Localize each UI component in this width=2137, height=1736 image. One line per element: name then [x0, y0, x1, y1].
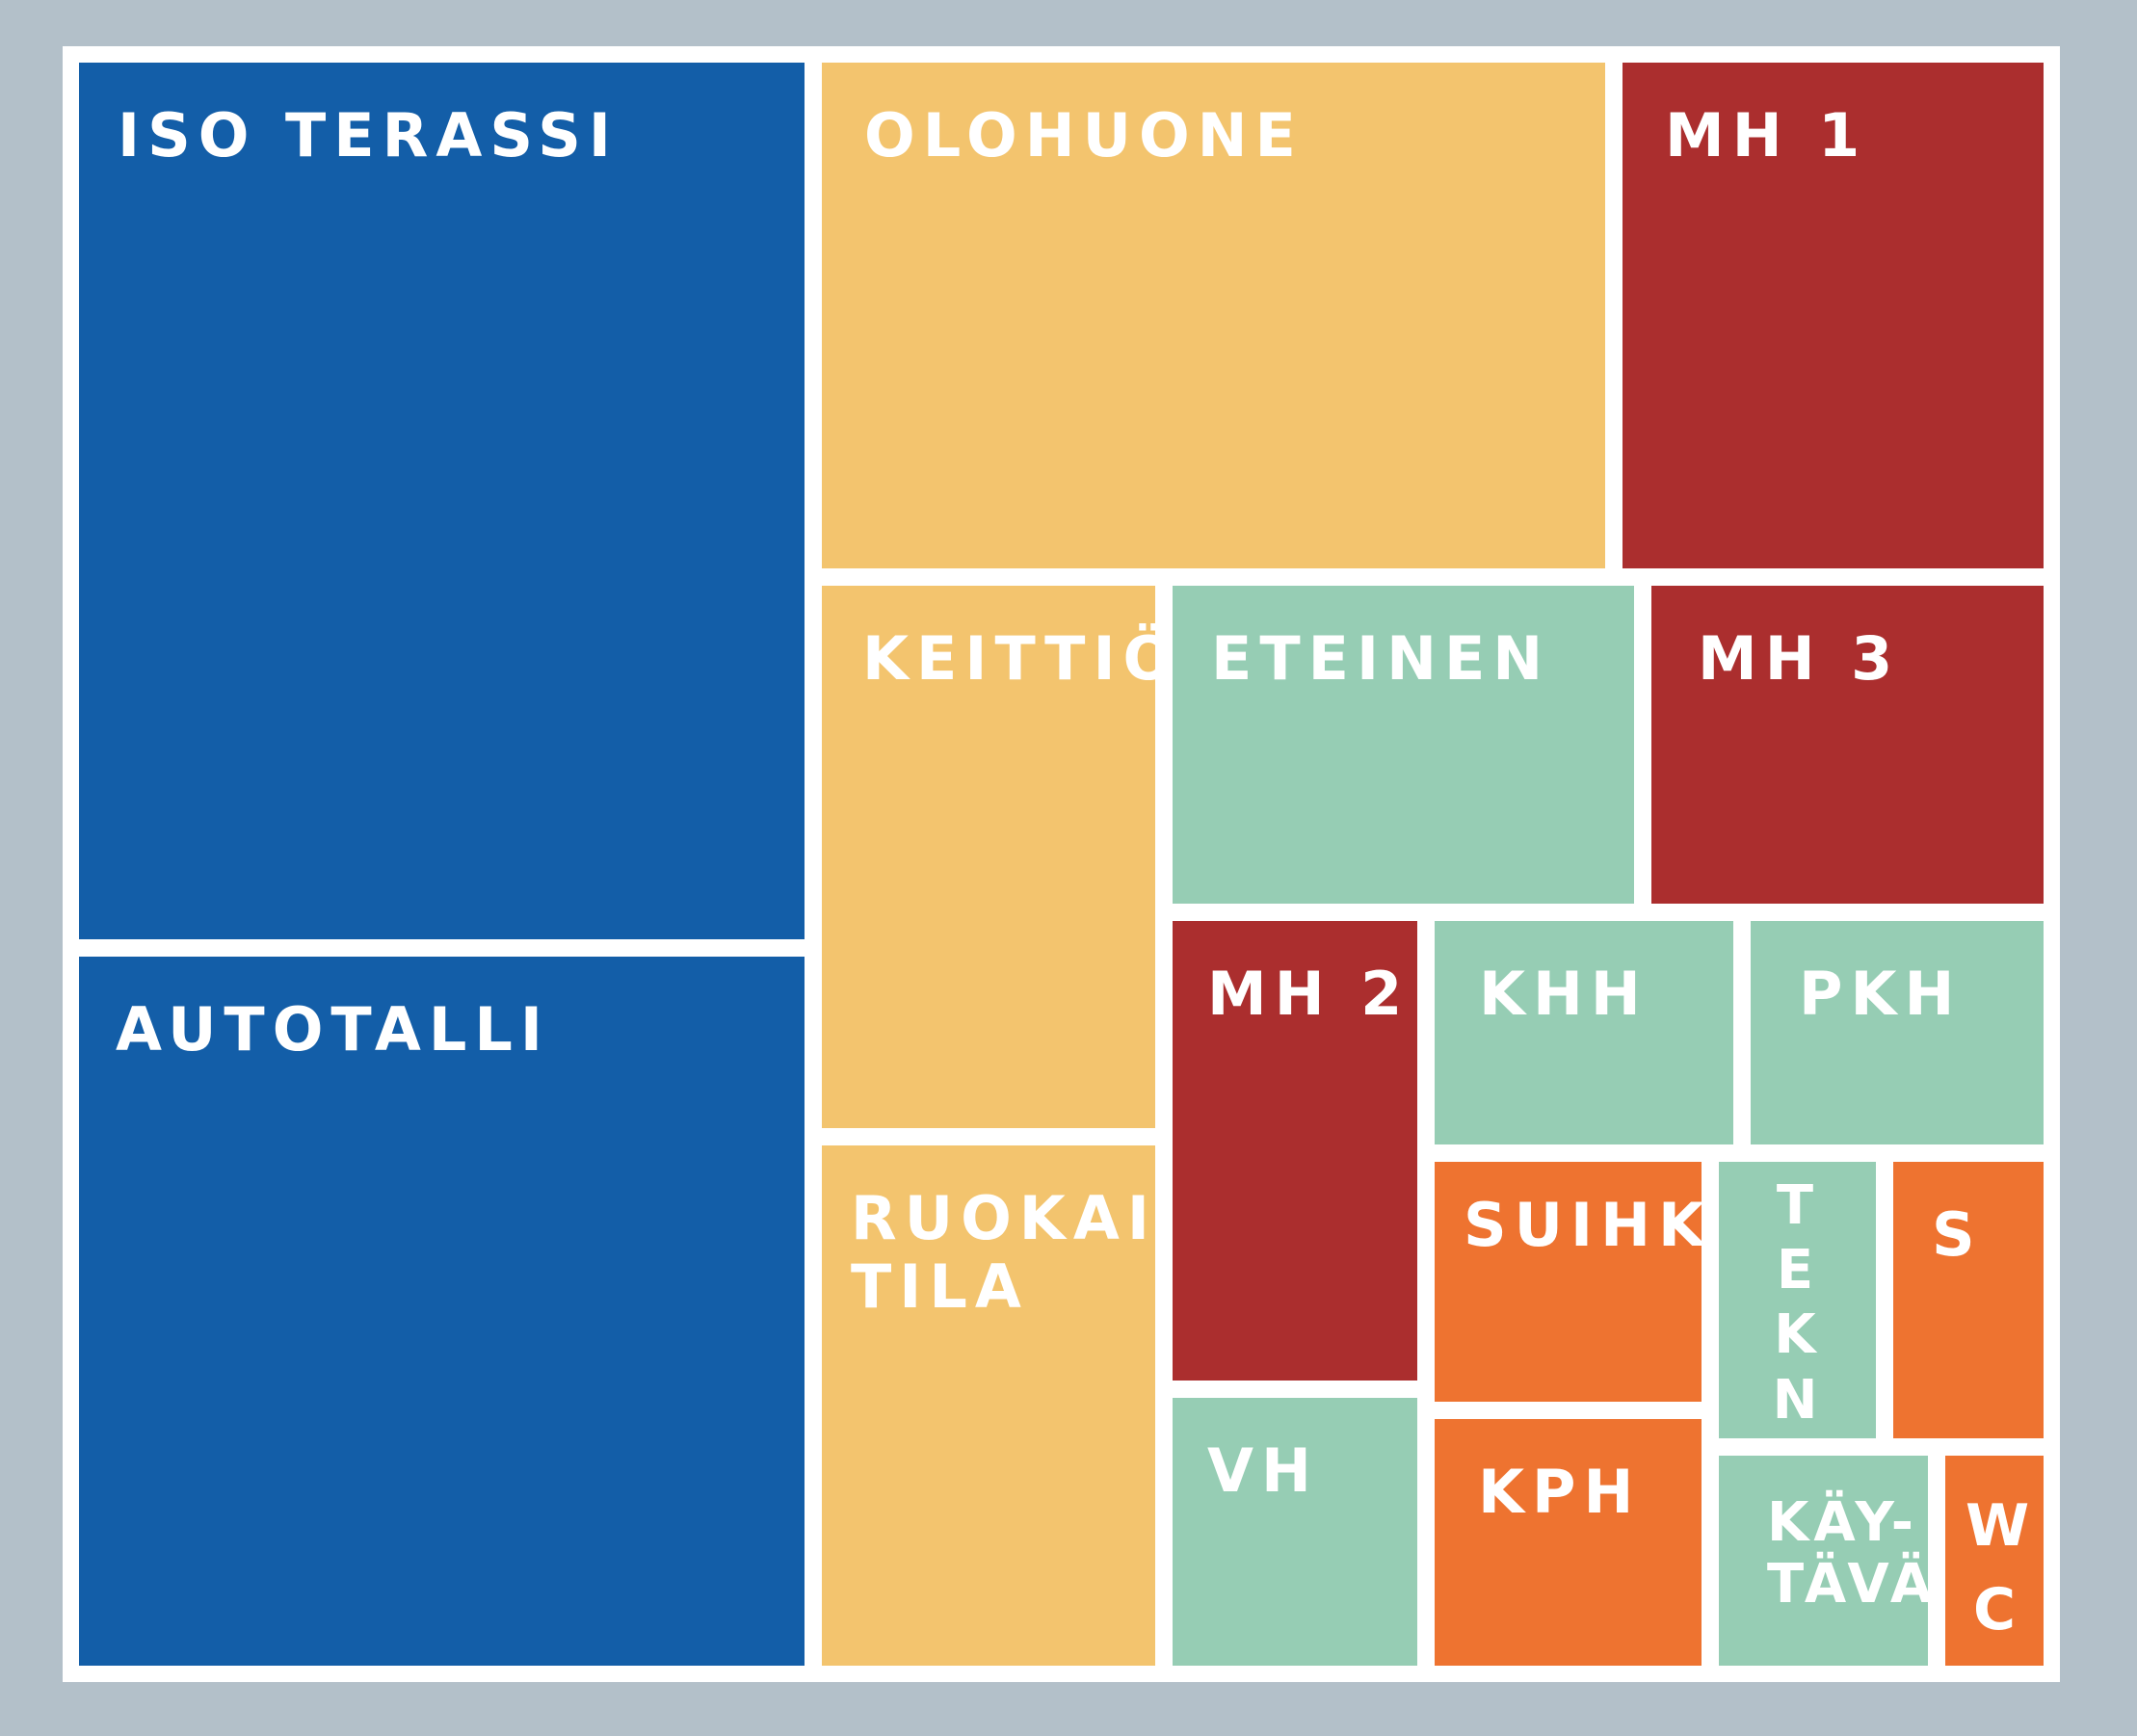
- room-label: WC: [1966, 1492, 2030, 1644]
- room-kph: KPH: [1435, 1419, 1702, 1666]
- room-mh3: MH 3: [1651, 586, 2044, 904]
- room-vh: VH: [1173, 1398, 1417, 1666]
- room-keittio: KEITTIÖ: [822, 586, 1155, 1128]
- room-mh1: MH 1: [1623, 63, 2044, 568]
- room-label: KHH: [1479, 959, 1649, 1029]
- room-tekn: TEKN: [1719, 1162, 1876, 1438]
- room-label: TEKN: [1772, 1174, 1818, 1432]
- room-label: KÄY- TÄVÄ: [1767, 1491, 1928, 1617]
- room-mh2: MH 2: [1173, 921, 1417, 1381]
- room-suihku: SUIHKU: [1435, 1162, 1702, 1402]
- room-label: MH 3: [1698, 623, 1901, 694]
- room-ruokailutila: RUOKAILU- TILA: [822, 1145, 1155, 1666]
- room-label: SUIHKU: [1464, 1190, 1702, 1260]
- room-s: S: [1893, 1162, 2044, 1438]
- room-label: ETEINEN: [1211, 623, 1551, 694]
- room-label: MH 1: [1665, 100, 1868, 171]
- room-olohuone: OLOHUONE: [822, 63, 1605, 568]
- treemap: ISO TERASSI AUTOTALLI OLOHUONE MH 1 KEIT…: [63, 46, 2060, 1682]
- room-label: KEITTIÖ: [862, 623, 1155, 694]
- room-iso-terassi: ISO TERASSI: [79, 63, 805, 939]
- room-label: VH: [1207, 1435, 1319, 1506]
- room-label: AUTOTALLI: [116, 994, 550, 1065]
- room-khh: KHH: [1435, 921, 1733, 1144]
- room-label: S: [1932, 1199, 1983, 1270]
- room-wc: WC: [1945, 1456, 2044, 1666]
- room-label: MH 2: [1207, 959, 1411, 1029]
- room-label: PKH: [1799, 959, 1963, 1029]
- room-label: ISO TERASSI: [118, 100, 619, 171]
- room-label: OLOHUONE: [864, 100, 1304, 171]
- room-label: KPH: [1478, 1457, 1642, 1527]
- room-eteinen: ETEINEN: [1173, 586, 1634, 904]
- room-autotalli: AUTOTALLI: [79, 957, 805, 1666]
- room-kaytava: KÄY- TÄVÄ: [1719, 1456, 1928, 1666]
- room-label: RUOKAILU- TILA: [851, 1183, 1155, 1323]
- room-pkh: PKH: [1751, 921, 2044, 1144]
